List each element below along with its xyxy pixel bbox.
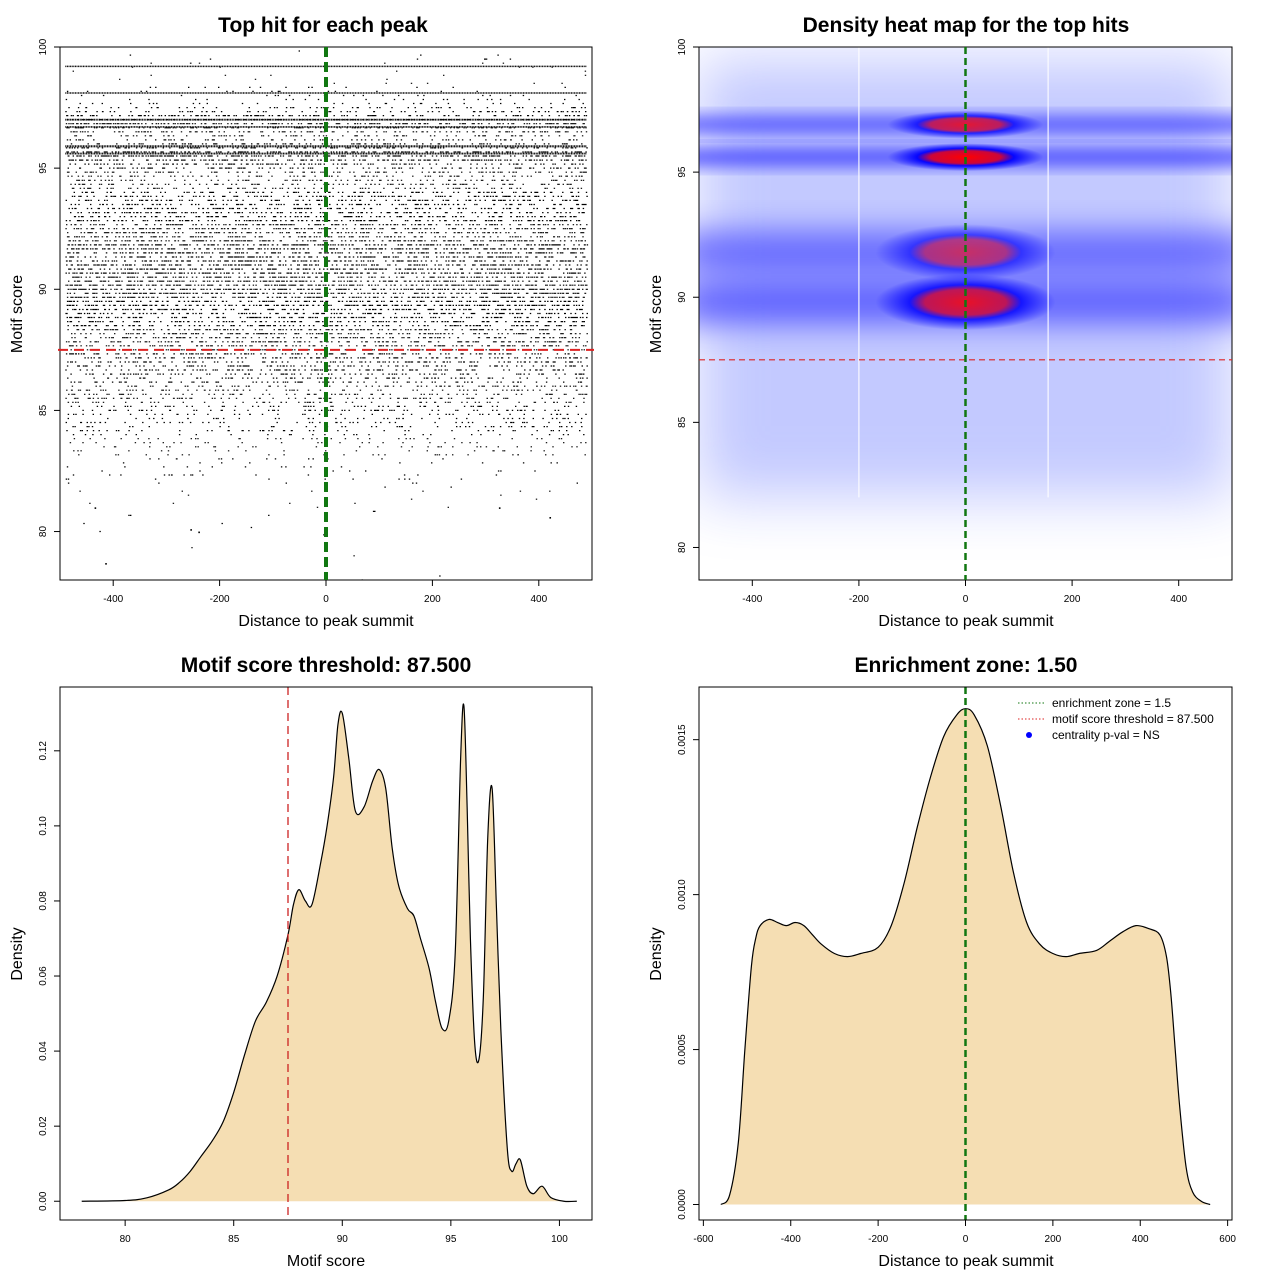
scatter-point-cloud: [65, 50, 589, 580]
x-axis-label: Distance to peak summit: [878, 613, 1054, 630]
density-curve: [720, 708, 1211, 1206]
y-tick-label: 0.00: [38, 1191, 49, 1211]
y-tick-label: 0.0010: [677, 879, 688, 910]
density-curve: [81, 703, 577, 1203]
y-tick-label: 100: [677, 38, 688, 55]
axes: 80 85 90 95 100 0.00 0.02 0.04 0.06 0.08 0.10 0.12: [38, 686, 593, 1245]
scatter-point: [94, 507, 97, 509]
y-tick-label: 85: [677, 416, 688, 428]
y-axis-label: Density: [648, 927, 665, 980]
x-axis-label: Distance to peak summit: [878, 1253, 1054, 1270]
x-tick-label: 400: [530, 594, 547, 605]
scatter-points: [65, 50, 589, 580]
y-tick-label: 95: [677, 166, 688, 178]
scatter-point: [198, 531, 200, 534]
density-area: [720, 687, 1211, 1220]
panel-enrichment-density: Enrichment zone: 1.50 -600 -400 -200 0 200 40…: [648, 654, 1236, 1270]
y-tick-label: 0.0000: [677, 1189, 688, 1220]
y-tick-label: 0.08: [38, 891, 49, 911]
y-tick-label: 0.12: [38, 741, 49, 761]
y-tick-label: 0.04: [38, 1041, 49, 1061]
panel-scatter: Top hit for each peak -400 -200 0 200 400 80 8…: [9, 14, 594, 630]
density-fill: [81, 703, 577, 1202]
axes: -600 -400 -200 0 200 400 600 0.0000 0.0005 0.0010…: [677, 686, 1236, 1245]
y-axis-label: Motif score: [648, 275, 665, 353]
y-tick-label: 90: [38, 283, 49, 295]
x-axis-label: Distance to peak summit: [238, 613, 414, 630]
x-tick-label: 400: [1170, 594, 1187, 605]
scatter-point: [549, 517, 552, 519]
panel-score-density: Motif score threshold: 87.500 80 85 90 95 10…: [9, 654, 593, 1270]
x-tick-label: 200: [1064, 594, 1081, 605]
scatter-point: [498, 507, 501, 509]
chart-title: Enrichment zone: 1.50: [855, 654, 1078, 677]
x-tick-label: -200: [849, 594, 869, 605]
y-tick-label: 0.0015: [677, 724, 688, 755]
y-tick-label: 90: [677, 291, 688, 303]
legend: enrichment zone = 1.5 motif score thresh…: [1018, 696, 1214, 742]
y-tick-label: 95: [38, 162, 49, 174]
x-tick-label: 0: [963, 594, 969, 605]
x-tick-label: 0: [323, 594, 329, 605]
x-tick-label: -400: [103, 594, 123, 605]
x-tick-label: -600: [693, 1234, 713, 1245]
x-tick-label: 95: [445, 1234, 457, 1245]
legend-entry-centrality: centrality p-val = NS: [1052, 728, 1160, 742]
chart-title: Motif score threshold: 87.500: [181, 654, 472, 677]
x-tick-label: 80: [120, 1234, 132, 1245]
y-tick-label: 0.02: [38, 1116, 49, 1136]
y-tick-label: 80: [677, 541, 688, 553]
x-tick-label: 200: [424, 594, 441, 605]
y-tick-label: 0.10: [38, 816, 49, 836]
y-tick-label: 85: [38, 404, 49, 416]
x-tick-label: 400: [1132, 1234, 1149, 1245]
scatter-point: [190, 529, 192, 531]
legend-entry-threshold: motif score threshold = 87.500: [1052, 712, 1214, 726]
density-area: [81, 687, 577, 1220]
legend-entry-enrichment: enrichment zone = 1.5: [1052, 696, 1171, 710]
chart-title: Top hit for each peak: [218, 14, 428, 37]
x-tick-label: -400: [781, 1234, 801, 1245]
y-axis-label: Density: [9, 927, 26, 980]
y-tick-label: 100: [38, 38, 49, 55]
y-tick-label: 80: [38, 526, 49, 538]
x-tick-label: 85: [228, 1234, 240, 1245]
x-tick-label: 90: [337, 1234, 349, 1245]
y-axis-label: Motif score: [9, 275, 26, 353]
chart-title: Density heat map for the top hits: [803, 14, 1130, 37]
x-tick-label: -200: [210, 594, 230, 605]
x-tick-label: -200: [868, 1234, 888, 1245]
scatter-point: [105, 563, 107, 565]
y-tick-label: 0.0005: [677, 1034, 688, 1065]
panel-heatmap: Density heat map for the top hits -400 -2…: [648, 14, 1233, 630]
heat-hotspot: [875, 224, 1056, 281]
x-tick-label: 0: [963, 1234, 969, 1245]
x-tick-label: -400: [742, 594, 762, 605]
x-tick-label: 200: [1045, 1234, 1062, 1245]
y-tick-label: 0.06: [38, 966, 49, 986]
legend-point-centrality: [1026, 732, 1032, 738]
plot-frame: [59, 686, 593, 1221]
x-tick-label: 100: [551, 1234, 568, 1245]
x-tick-label: 600: [1219, 1234, 1236, 1245]
x-axis-label: Motif score: [287, 1253, 365, 1270]
